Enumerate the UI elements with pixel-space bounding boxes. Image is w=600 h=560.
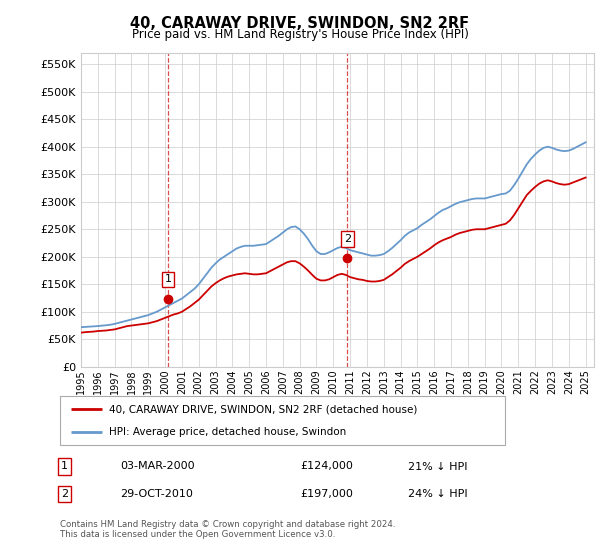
Text: 1: 1 [61,461,68,472]
Text: HPI: Average price, detached house, Swindon: HPI: Average price, detached house, Swin… [109,427,346,437]
Text: 21% ↓ HPI: 21% ↓ HPI [408,461,467,472]
Text: 2: 2 [344,234,351,244]
Text: £197,000: £197,000 [300,489,353,499]
Text: Price paid vs. HM Land Registry's House Price Index (HPI): Price paid vs. HM Land Registry's House … [131,28,469,41]
Text: 1: 1 [164,274,172,284]
Text: 40, CARAWAY DRIVE, SWINDON, SN2 2RF: 40, CARAWAY DRIVE, SWINDON, SN2 2RF [130,16,470,31]
Text: Contains HM Land Registry data © Crown copyright and database right 2024.
This d: Contains HM Land Registry data © Crown c… [60,520,395,539]
Text: 03-MAR-2000: 03-MAR-2000 [120,461,194,472]
Text: 40, CARAWAY DRIVE, SWINDON, SN2 2RF (detached house): 40, CARAWAY DRIVE, SWINDON, SN2 2RF (det… [109,404,418,414]
Text: £124,000: £124,000 [300,461,353,472]
Text: 2: 2 [61,489,68,499]
Text: 29-OCT-2010: 29-OCT-2010 [120,489,193,499]
Text: 24% ↓ HPI: 24% ↓ HPI [408,489,467,499]
